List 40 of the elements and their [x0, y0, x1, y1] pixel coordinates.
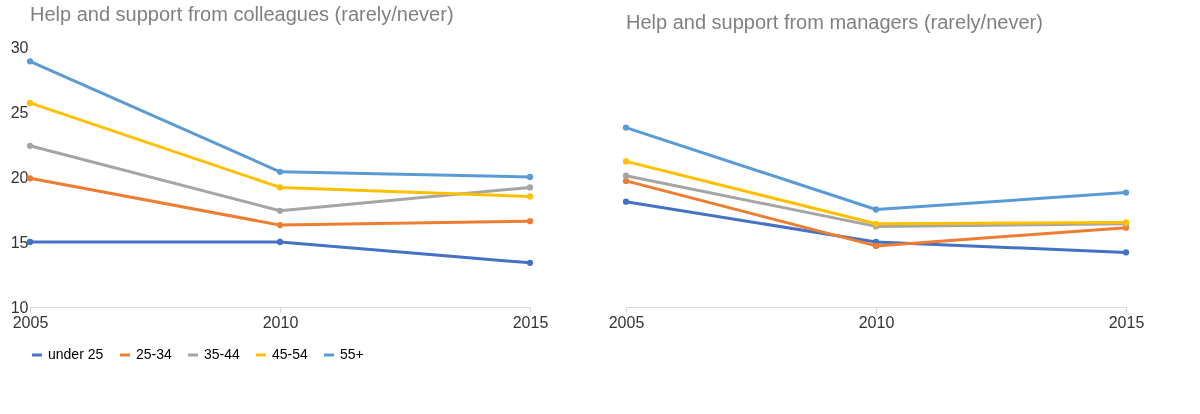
point — [526, 218, 534, 225]
legend-label: 45-54 — [272, 346, 309, 362]
point — [276, 221, 284, 229]
legend-label: 55+ — [340, 346, 364, 362]
point — [526, 173, 534, 181]
point — [276, 184, 284, 191]
point — [622, 124, 630, 131]
x-tick-label: 2015 — [1108, 313, 1145, 331]
x-tick-label: 2010 — [262, 313, 299, 331]
legend-label: 35-44 — [204, 346, 241, 362]
x-tick-label: 2005 — [12, 313, 49, 331]
point — [622, 177, 630, 185]
legend-label: 25-34 — [136, 346, 173, 362]
y-tick-label: 15 — [10, 233, 29, 251]
point — [872, 242, 880, 250]
chart-title: Help and support from managers (rarely/never) — [626, 11, 1043, 33]
point — [526, 259, 534, 266]
point — [622, 158, 630, 165]
y-tick-label: 25 — [10, 103, 29, 121]
point — [622, 172, 630, 179]
point — [526, 193, 534, 200]
y-tick-label: 10 — [10, 298, 29, 316]
x-tick-label: 2015 — [512, 313, 549, 331]
point — [1122, 189, 1130, 196]
point — [276, 238, 284, 246]
point — [1122, 249, 1130, 256]
point — [276, 168, 284, 175]
point — [622, 198, 630, 205]
x-tick-label: 2010 — [858, 313, 895, 331]
point — [26, 99, 34, 107]
point — [872, 206, 880, 213]
legend-label: under 25 — [48, 346, 104, 362]
point — [26, 142, 34, 149]
y-tick-label: 20 — [10, 168, 29, 186]
y-tick-label: 30 — [10, 38, 29, 56]
x-tick-label: 2005 — [608, 313, 645, 331]
point — [276, 207, 284, 214]
point — [26, 58, 34, 65]
chart-title: Help and support from colleagues (rarely/never) — [30, 3, 454, 25]
point — [526, 184, 534, 191]
